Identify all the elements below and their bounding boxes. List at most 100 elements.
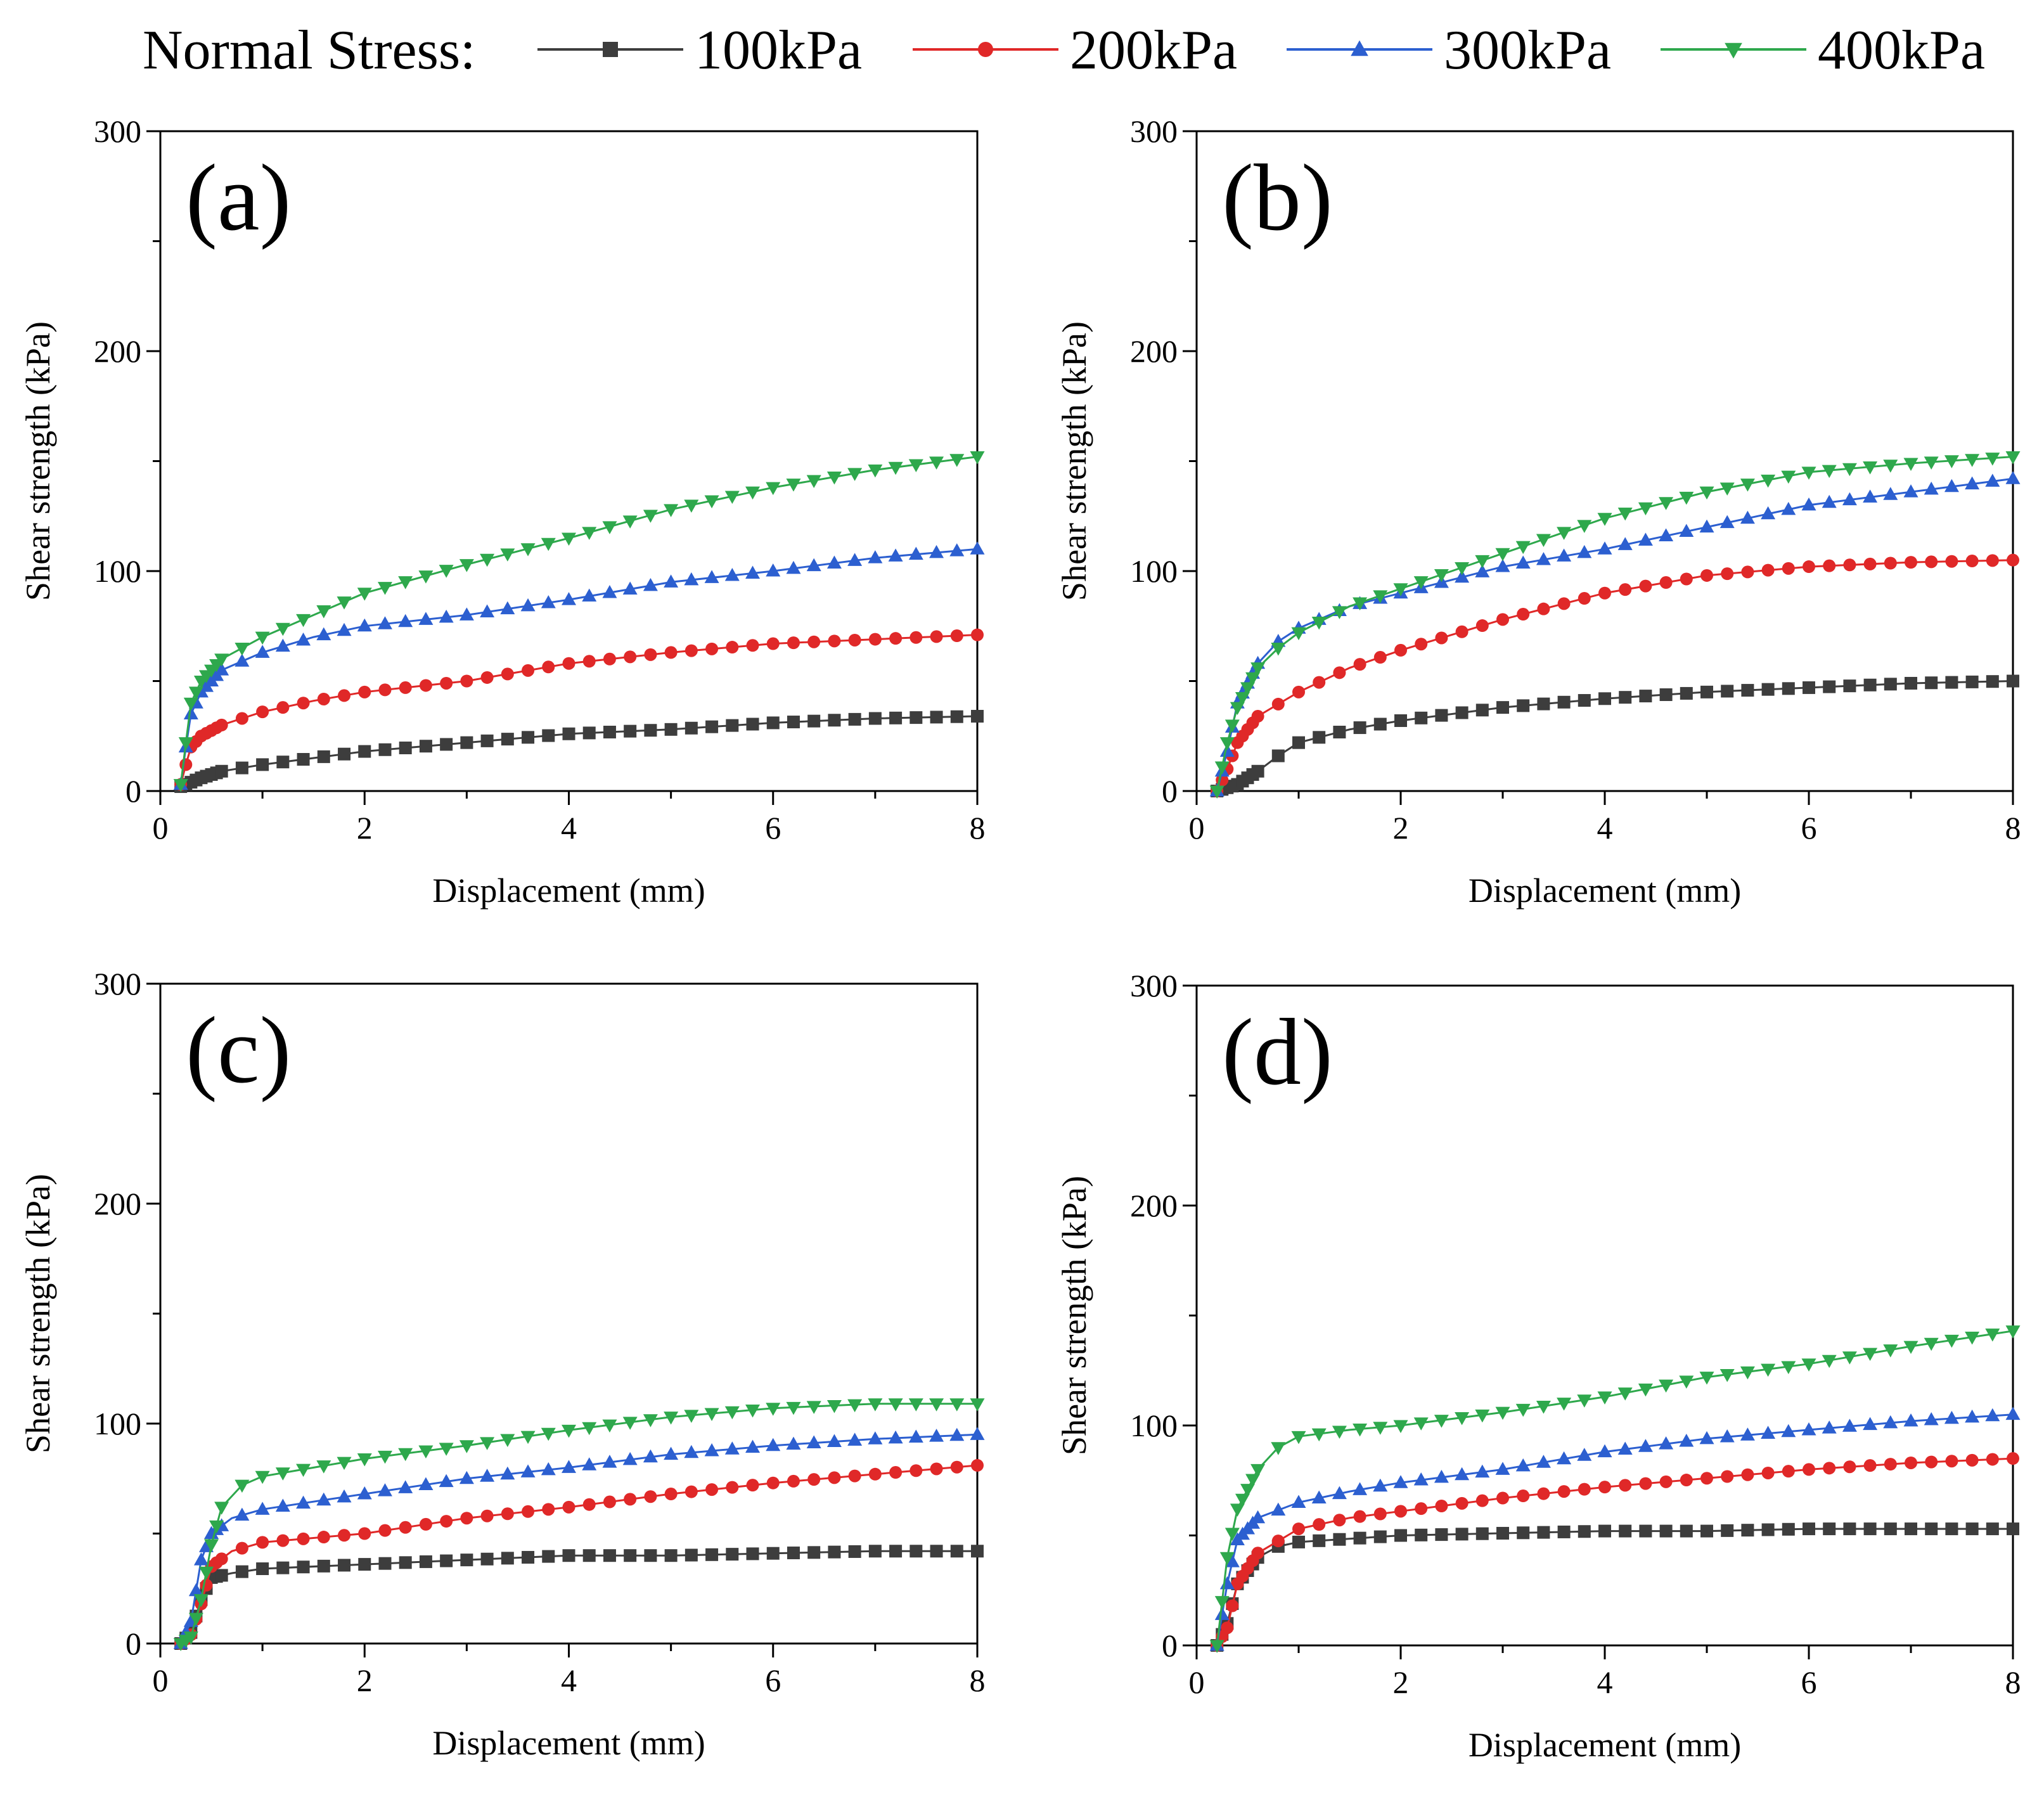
data-point bbox=[275, 1498, 290, 1512]
data-point bbox=[215, 1552, 228, 1566]
data-point bbox=[1495, 1462, 1510, 1475]
data-point bbox=[746, 1479, 759, 1492]
data-point bbox=[847, 1399, 863, 1413]
data-point bbox=[643, 577, 658, 591]
data-point bbox=[460, 674, 473, 688]
data-point bbox=[398, 576, 413, 589]
data-point bbox=[1515, 1458, 1531, 1472]
data-point bbox=[1332, 1425, 1347, 1439]
data-point bbox=[643, 1449, 658, 1463]
data-point bbox=[1719, 1429, 1735, 1443]
data-point bbox=[173, 779, 188, 792]
data-point bbox=[1455, 625, 1469, 638]
legend-item-400kPa: 400kPa bbox=[1661, 20, 1985, 81]
x-tick-label: 4 bbox=[1597, 810, 1613, 846]
data-point bbox=[317, 692, 330, 705]
data-point bbox=[214, 662, 229, 676]
data-point bbox=[787, 716, 800, 729]
data-point bbox=[1495, 559, 1510, 572]
data-point bbox=[1353, 721, 1366, 735]
data-point bbox=[685, 1548, 698, 1562]
data-point bbox=[724, 567, 740, 581]
data-point bbox=[622, 1417, 638, 1430]
data-point bbox=[848, 633, 861, 647]
data-point bbox=[1639, 1477, 1652, 1490]
data-point bbox=[1843, 1522, 1856, 1536]
data-point bbox=[1250, 1510, 1266, 1524]
data-point bbox=[1843, 679, 1856, 693]
data-point bbox=[542, 1550, 555, 1563]
x-tick-label: 8 bbox=[970, 810, 986, 846]
data-point bbox=[1700, 1524, 1713, 1538]
data-point bbox=[1598, 586, 1611, 600]
data-point bbox=[582, 588, 597, 602]
data-point bbox=[1659, 1524, 1673, 1538]
data-point bbox=[949, 1427, 965, 1441]
data-point bbox=[1740, 479, 1755, 492]
data-point bbox=[1415, 1528, 1428, 1541]
data-point bbox=[766, 482, 781, 496]
data-point bbox=[603, 652, 616, 666]
data-point bbox=[826, 1400, 842, 1413]
data-point bbox=[868, 464, 883, 478]
data-point bbox=[685, 721, 698, 735]
data-point bbox=[786, 560, 801, 574]
data-point bbox=[501, 667, 514, 681]
data-point bbox=[828, 1545, 841, 1559]
data-point bbox=[1639, 1524, 1652, 1538]
data-point bbox=[460, 736, 473, 749]
data-point bbox=[888, 1430, 903, 1444]
data-point bbox=[2007, 553, 2019, 567]
data-point bbox=[1781, 501, 1796, 515]
data-point bbox=[1823, 1462, 1836, 1475]
data-point bbox=[664, 1412, 679, 1425]
data-point bbox=[1214, 1607, 1230, 1620]
data-point bbox=[1455, 1467, 1470, 1481]
data-point bbox=[1638, 502, 1653, 516]
legend-label: 300kPa bbox=[1444, 20, 1611, 81]
x-axis-label: Displacement (mm) bbox=[1469, 1726, 1741, 1764]
data-point bbox=[1679, 524, 1694, 537]
data-point bbox=[1537, 1526, 1550, 1539]
data-point bbox=[1250, 1464, 1266, 1477]
data-point bbox=[235, 761, 248, 775]
data-point bbox=[1761, 474, 1776, 488]
data-point bbox=[1679, 1433, 1694, 1447]
data-point bbox=[1761, 1466, 1775, 1479]
data-point bbox=[276, 1561, 290, 1574]
data-point bbox=[459, 607, 474, 621]
data-point bbox=[398, 1480, 413, 1493]
data-point bbox=[726, 719, 739, 732]
data-point bbox=[418, 1445, 434, 1459]
data-point bbox=[868, 712, 882, 725]
x-tick-label: 8 bbox=[2005, 810, 2021, 846]
data-point bbox=[949, 543, 965, 557]
series-200kPa bbox=[174, 1458, 984, 1650]
data-point bbox=[929, 1398, 944, 1412]
data-point bbox=[847, 468, 863, 481]
data-point bbox=[541, 595, 556, 608]
data-point bbox=[1740, 1366, 1755, 1380]
data-point bbox=[1455, 1412, 1470, 1425]
y-tick-label: 300 bbox=[1130, 113, 1178, 149]
data-point bbox=[1230, 1503, 1245, 1517]
data-point bbox=[1517, 1526, 1530, 1540]
data-point bbox=[908, 546, 923, 560]
data-point bbox=[1719, 1368, 1735, 1382]
data-point bbox=[1782, 1522, 1795, 1536]
data-point bbox=[1863, 461, 1878, 475]
panel-label: (a) bbox=[186, 145, 291, 250]
data-point bbox=[726, 1481, 739, 1494]
data-point bbox=[1226, 1599, 1239, 1612]
data-point bbox=[296, 1495, 311, 1509]
data-point bbox=[1638, 1439, 1653, 1452]
data-point bbox=[1803, 1522, 1815, 1536]
data-point bbox=[183, 1631, 198, 1645]
data-point bbox=[745, 1439, 761, 1453]
data-point bbox=[378, 743, 392, 756]
data-point bbox=[256, 758, 269, 771]
data-point bbox=[480, 671, 494, 684]
data-point bbox=[1803, 560, 1815, 574]
data-point bbox=[1883, 1344, 1898, 1358]
data-point bbox=[1619, 691, 1632, 704]
